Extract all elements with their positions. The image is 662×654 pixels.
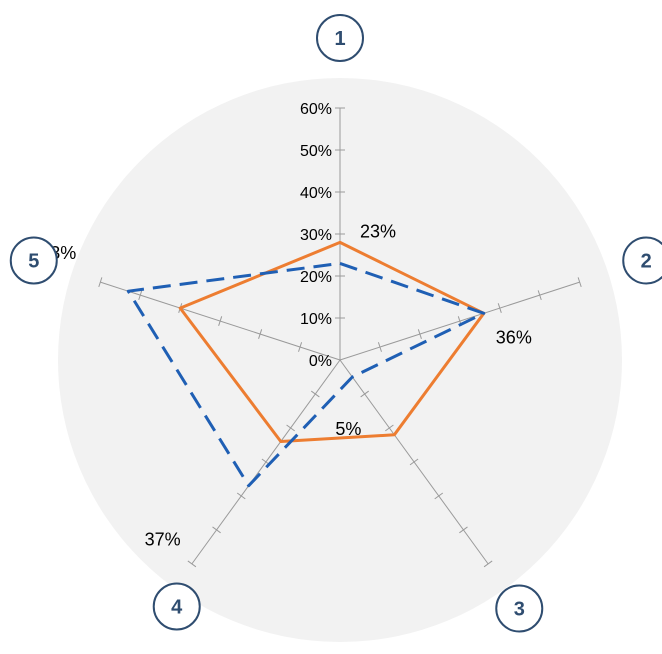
axis-tick (98, 277, 103, 288)
axis-badge-2: 2 (622, 236, 662, 285)
badge-label: 1 (334, 28, 345, 50)
series-line-1 (178, 240, 486, 443)
axis-tick (310, 390, 320, 398)
badge-label: 2 (641, 250, 652, 272)
axis-tick (286, 424, 295, 432)
axis-tick (409, 458, 419, 466)
axis-badge-3: 3 (495, 584, 544, 633)
tick-label: 60% (300, 101, 332, 118)
data-label-1: 23% (360, 221, 396, 241)
badge-circle (9, 236, 58, 285)
axis-tick (459, 526, 468, 534)
axis-badge-5: 5 (9, 236, 58, 285)
badge-circle (622, 236, 662, 285)
axis-tick (483, 560, 493, 568)
data-label-4: 37% (145, 530, 181, 550)
tick-label: 20% (300, 269, 332, 286)
axis-badge-4: 4 (152, 582, 201, 631)
badge-circle (316, 14, 364, 62)
tick-label: 40% (300, 185, 332, 202)
axis-tick (187, 560, 197, 568)
badge-circle (152, 582, 201, 631)
axis-tick (298, 342, 303, 352)
badge-circle (495, 584, 544, 633)
data-label-2: 36% (496, 327, 532, 347)
badge-label: 4 (171, 597, 183, 619)
axis-tick (377, 342, 382, 352)
axis-tick (434, 492, 444, 500)
axis-tick (360, 390, 370, 398)
axis-tick (212, 526, 221, 534)
axis-tick (577, 277, 582, 288)
axis-tick (537, 290, 542, 301)
axis-tick (385, 424, 394, 432)
axis-tick (218, 316, 223, 326)
tick-label: 10% (300, 311, 332, 328)
data-label-3: 5% (335, 419, 361, 439)
axis-tick (417, 329, 422, 339)
tick-label: 50% (300, 143, 332, 160)
badge-label: 3 (514, 599, 525, 621)
axis-tick (497, 303, 502, 313)
axis-tick (258, 329, 263, 339)
tick-label: 0% (309, 353, 332, 370)
badge-label: 5 (28, 250, 39, 272)
axis-tick (236, 492, 246, 500)
tick-label: 30% (300, 227, 332, 244)
series-line-2 (126, 261, 486, 488)
axis-tick (138, 290, 143, 301)
axis-badge-1: 1 (316, 14, 364, 62)
